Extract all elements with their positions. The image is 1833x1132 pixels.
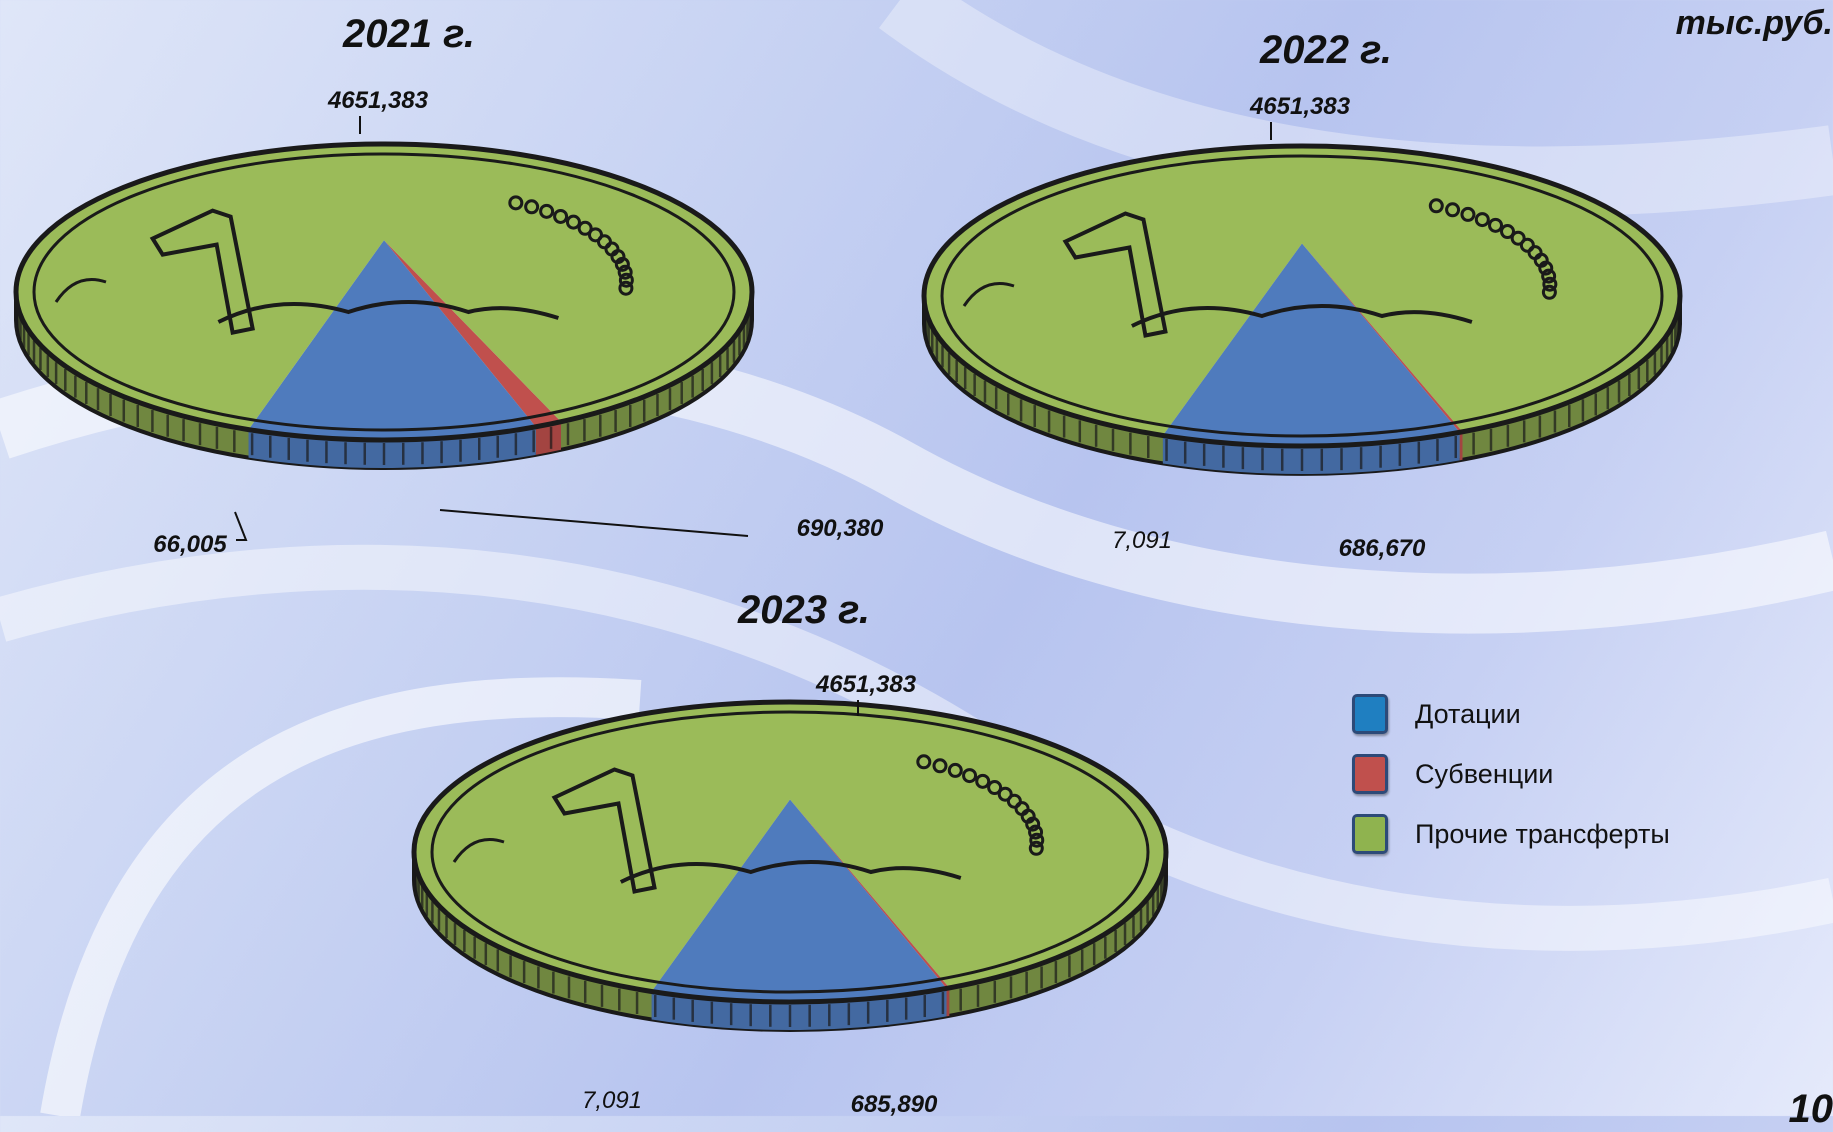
legend-item-other: Прочие трансферты xyxy=(1352,812,1670,856)
data-label-subventions: 66,005 xyxy=(153,531,227,558)
data-label-subventions: 7,091 xyxy=(582,1087,642,1114)
legend-item-subventions: Субвенции xyxy=(1352,752,1670,796)
slice-side-0 xyxy=(1460,432,1463,461)
data-label-subventions: 7,091 xyxy=(1112,527,1172,554)
leader-line-dotations xyxy=(440,510,748,536)
slice-side-0 xyxy=(947,988,950,1017)
legend-item-dotations: Дотации xyxy=(1352,692,1670,736)
data-label-dotations: 690,380 xyxy=(797,515,884,542)
pie-chart-2023-г.: 4651,383 7,091 685,890 xyxy=(414,671,1166,1116)
legend-swatch-subventions xyxy=(1352,754,1388,794)
data-label-other: 4651,383 xyxy=(1249,93,1351,120)
legend-label-other: Прочие трансферты xyxy=(1415,819,1670,850)
legend-label-dotations: Дотации xyxy=(1415,699,1521,730)
pie-chart-2021-г.: 4651,383 66,005 690,380 xyxy=(16,87,884,558)
data-label-other: 4651,383 xyxy=(815,671,917,698)
legend-swatch-other xyxy=(1352,814,1388,854)
leader-line-subventions xyxy=(235,512,246,540)
legend-swatch-dotations xyxy=(1352,694,1388,734)
data-label-dotations: 685,890 xyxy=(851,1091,938,1116)
data-label-dotations: 686,670 xyxy=(1339,535,1426,562)
data-label-other: 4651,383 xyxy=(327,87,429,114)
legend-label-subventions: Субвенции xyxy=(1415,759,1553,790)
page-number: 10 xyxy=(1789,1087,1833,1132)
pie-chart-2022-г.: 4651,383 7,091 686,670 xyxy=(924,93,1680,562)
legend: Дотации Субвенции Прочие трансферты xyxy=(1352,692,1670,872)
